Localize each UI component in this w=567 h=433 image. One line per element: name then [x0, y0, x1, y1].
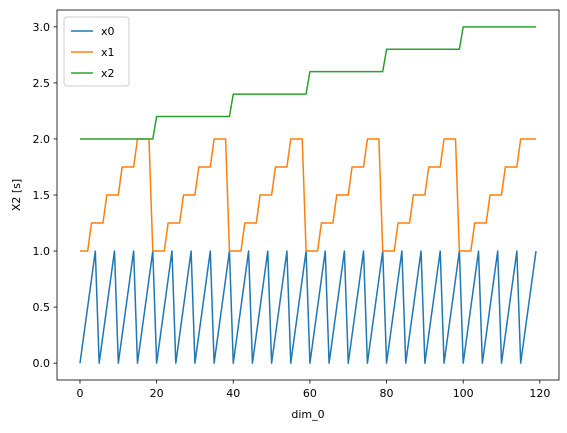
y-tick-label: 2.0 — [33, 133, 51, 146]
series-layer — [79, 26, 537, 364]
y-tick-label: 1.0 — [33, 245, 51, 258]
x-axis-label: dim_0 — [291, 408, 324, 421]
x-tick-label: 20 — [150, 387, 164, 400]
x-tick-label: 120 — [529, 387, 550, 400]
x-axis-ticks: 0 20 40 60 80 100 120 — [76, 380, 550, 400]
legend-label-x0: x0 — [101, 25, 115, 38]
y-tick-label: 3.0 — [33, 21, 51, 34]
x-tick-label: 40 — [226, 387, 240, 400]
x-tick-label: 60 — [303, 387, 317, 400]
y-axis-ticks: 0.0 0.5 1.0 1.5 2.0 2.5 3.0 — [33, 21, 57, 370]
legend: x0 x1 x2 — [63, 16, 130, 87]
legend-label-x2: x2 — [101, 67, 115, 80]
y-tick-label: 0.0 — [33, 357, 51, 370]
legend-box — [63, 16, 130, 87]
series-line-x1 — [79, 138, 537, 252]
y-axis-label: X2 [s] — [10, 179, 23, 211]
y-tick-label: 1.5 — [33, 189, 51, 202]
x-tick-label: 100 — [453, 387, 474, 400]
y-tick-label: 2.5 — [33, 77, 51, 90]
legend-label-x1: x1 — [101, 46, 115, 59]
x-tick-label: 80 — [380, 387, 394, 400]
y-tick-label: 0.5 — [33, 301, 51, 314]
series-line-x2 — [79, 26, 537, 140]
x-tick-label: 0 — [76, 387, 83, 400]
series-line-x0 — [79, 250, 537, 364]
